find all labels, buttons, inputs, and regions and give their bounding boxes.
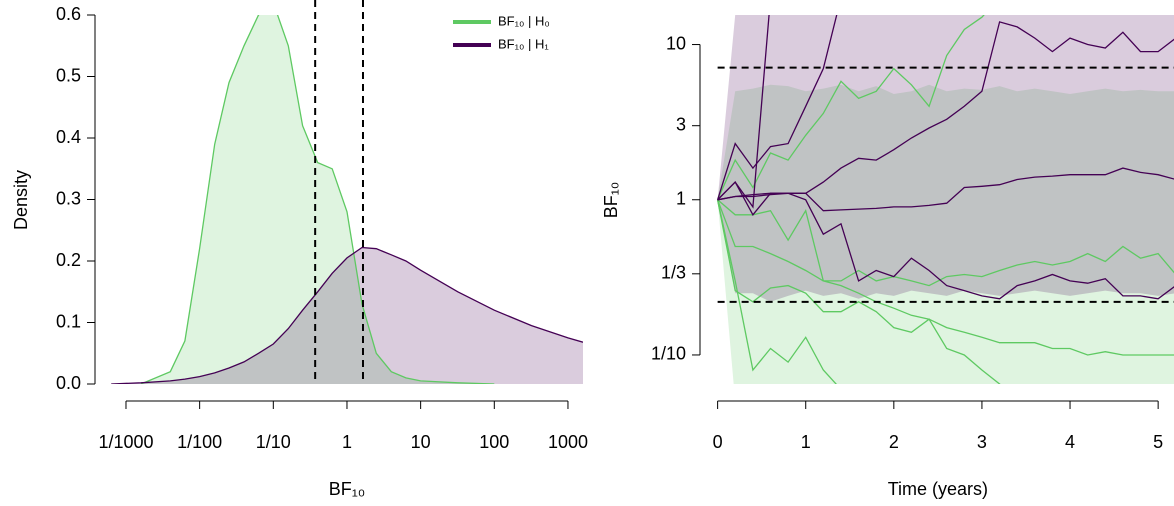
- trajectory: [717, 181, 1174, 300]
- plot-area: [716, 15, 1174, 384]
- density-area: [141, 15, 495, 384]
- x-tick-label: 1/100: [177, 432, 222, 452]
- panel: 1/1000 1/100 1/10 1 10 100 1000 0.0 0.1 0.2 0.3 0.4…: [11, 0, 588, 499]
- x-tick-label: 1/10: [256, 432, 291, 452]
- trajectory: [717, 167, 1174, 212]
- trajectory: [716, 199, 837, 384]
- trajectory: [717, 199, 1174, 287]
- x-tick-label: 1/1000: [98, 432, 153, 452]
- legend-label: BF₁₀ | H₁: [498, 36, 549, 51]
- y-tick-label: 10: [666, 33, 686, 53]
- trajectory: [717, 15, 985, 201]
- x-tick-label: 2: [889, 432, 899, 452]
- density-line: [111, 246, 583, 384]
- trajectory: [716, 199, 1001, 384]
- trajectory: [716, 199, 1174, 356]
- panel: 0 1 2 3 4 5 1/10 1/3 1 3 10 Time (years) BF₁₀: [601, 15, 1174, 499]
- x-axis-label: Time (years): [888, 479, 988, 499]
- y-axis-label: BF₁₀: [601, 182, 621, 219]
- x-tick-label: 4: [1065, 432, 1075, 452]
- density-area: [111, 247, 583, 384]
- trajectory: [716, 15, 838, 200]
- x-axis-label: BF₁₀: [329, 479, 366, 499]
- plot-area: [111, 15, 583, 384]
- x-tick-label: 100: [479, 432, 509, 452]
- quantile-band: [717, 84, 1174, 384]
- y-tick-label: 0.1: [56, 311, 81, 331]
- density-line: [140, 15, 495, 384]
- y-tick-label: 1/3: [661, 263, 686, 283]
- y-tick-label: 0.3: [56, 188, 81, 208]
- y-tick-label: 1: [676, 189, 686, 209]
- y-tick-label: 1/10: [651, 344, 686, 364]
- x-tick-label: 3: [977, 432, 987, 452]
- y-tick-label: 3: [676, 114, 686, 134]
- y-axis-label: Density: [11, 170, 31, 230]
- x-tick-label: 1000: [548, 432, 588, 452]
- x-tick-label: 10: [411, 432, 431, 452]
- y-tick-label: 0.5: [56, 65, 81, 85]
- y-tick-label: 0.0: [56, 373, 81, 393]
- y-tick-label: 0.6: [56, 4, 81, 24]
- legend-label: BF₁₀ | H₀: [498, 13, 550, 28]
- y-tick-label: 0.2: [56, 250, 81, 270]
- y-tick-label: 0.4: [56, 127, 81, 147]
- x-tick-label: 1: [801, 432, 811, 452]
- quantile-band: [717, 15, 1174, 302]
- x-tick-label: 1: [342, 432, 352, 452]
- x-tick-label: 0: [713, 432, 723, 452]
- x-tick-label: 5: [1153, 432, 1163, 452]
